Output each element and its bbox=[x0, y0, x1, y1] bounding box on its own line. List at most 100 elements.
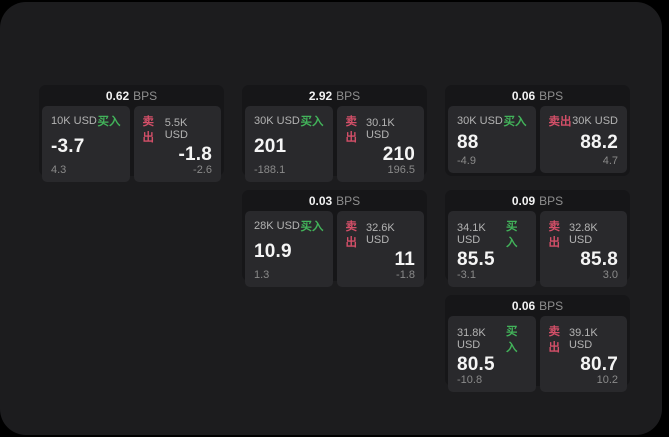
sell-sub-value: 3.0 bbox=[602, 269, 618, 281]
sell-panel-top: 卖出 30K USD bbox=[549, 113, 619, 129]
quote-cards-grid: 0.62 BPS 10K USD 买入 -3.7 4.3 卖出 5.5K USD… bbox=[39, 85, 630, 392]
buy-sub-value: -10.8 bbox=[457, 374, 483, 386]
buy-panel[interactable]: 34.1K USD 买入 85.5 -3.1 bbox=[448, 211, 536, 287]
sell-sub-value: -1.8 bbox=[396, 269, 415, 281]
bps-value: 0.03 bbox=[308, 193, 333, 208]
card-body: 30K USD 买入 201 -188.1 卖出 30.1K USD 210 1… bbox=[245, 106, 424, 182]
sell-price: 210 bbox=[382, 144, 415, 165]
quote-card: 2.92 BPS 30K USD 买入 201 -188.1 卖出 30.1K … bbox=[242, 85, 427, 182]
buy-price: -3.7 bbox=[51, 136, 85, 157]
quote-card: 0.09 BPS 34.1K USD 买入 85.5 -3.1 卖出 32.8K… bbox=[445, 190, 630, 287]
card-body: 30K USD 买入 88 -4.9 卖出 30K USD 88.2 4.7 bbox=[448, 106, 627, 173]
card-header: 2.92 BPS bbox=[245, 85, 424, 106]
buy-sub-value: -188.1 bbox=[254, 164, 286, 176]
buy-amount: 10K USD bbox=[51, 115, 97, 127]
sell-panel[interactable]: 卖出 5.5K USD -1.8 -2.6 bbox=[133, 106, 221, 182]
buy-panel-top: 28K USD 买入 bbox=[254, 218, 324, 234]
sell-price: 85.8 bbox=[580, 249, 618, 270]
bps-value: 0.09 bbox=[511, 193, 536, 208]
sell-amount: 32.6K USD bbox=[365, 222, 395, 246]
sell-sub-value: 196.5 bbox=[387, 164, 415, 176]
sell-panel-top: 卖出 5.5K USD bbox=[143, 113, 213, 145]
sell-panel[interactable]: 卖出 32.8K USD 85.8 3.0 bbox=[539, 211, 627, 287]
buy-panel-top: 30K USD 买入 bbox=[457, 113, 527, 129]
sell-amount: 30K USD bbox=[572, 115, 618, 127]
buy-price: 201 bbox=[254, 136, 287, 157]
buy-amount: 30K USD bbox=[457, 115, 503, 127]
buy-panel[interactable]: 31.8K USD 买入 80.5 -10.8 bbox=[448, 316, 536, 392]
bps-unit-label: BPS bbox=[133, 88, 158, 103]
buy-sub-value: -3.1 bbox=[457, 269, 476, 281]
quote-card: 0.62 BPS 10K USD 买入 -3.7 4.3 卖出 5.5K USD… bbox=[39, 85, 224, 182]
bps-unit-label: BPS bbox=[539, 193, 564, 208]
sell-price: -1.8 bbox=[178, 144, 212, 165]
bps-value: 0.06 bbox=[511, 298, 536, 313]
sell-side-label: 卖出 bbox=[345, 221, 358, 249]
quote-card: 0.03 BPS 28K USD 买入 10.9 1.3 卖出 32.6K US… bbox=[242, 190, 427, 287]
bps-value: 0.62 bbox=[105, 88, 130, 103]
buy-price: 88 bbox=[457, 131, 479, 153]
buy-panel[interactable]: 10K USD 买入 -3.7 4.3 bbox=[42, 106, 130, 182]
bps-value: 2.92 bbox=[308, 88, 333, 103]
sell-amount: 30.1K USD bbox=[365, 117, 395, 141]
sell-price: 88.2 bbox=[580, 131, 618, 153]
sell-sub-value: 10.2 bbox=[596, 374, 618, 386]
buy-sub-value: -4.9 bbox=[457, 155, 476, 167]
buy-amount: 30K USD bbox=[254, 115, 300, 127]
buy-sub-value: 4.3 bbox=[51, 164, 67, 176]
bps-unit-label: BPS bbox=[336, 193, 361, 208]
card-body: 34.1K USD 买入 85.5 -3.1 卖出 32.8K USD 85.8… bbox=[448, 211, 627, 287]
buy-price: 80.5 bbox=[457, 354, 495, 375]
sell-panel-top: 卖出 39.1K USD bbox=[549, 323, 619, 355]
buy-panel-top: 10K USD 买入 bbox=[51, 113, 121, 129]
sell-side-label: 卖出 bbox=[548, 326, 561, 354]
sell-side-label: 卖出 bbox=[345, 116, 358, 144]
card-body: 31.8K USD 买入 80.5 -10.8 卖出 39.1K USD 80.… bbox=[448, 316, 627, 392]
buy-side-label: 买入 bbox=[506, 221, 518, 249]
sell-amount: 5.5K USD bbox=[164, 117, 188, 141]
buy-panel-top: 34.1K USD 买入 bbox=[457, 218, 527, 250]
sell-amount: 32.8K USD bbox=[568, 222, 598, 246]
bps-unit-label: BPS bbox=[539, 298, 564, 313]
card-header: 0.06 BPS bbox=[448, 85, 627, 106]
card-header: 0.62 BPS bbox=[42, 85, 221, 106]
sell-panel-top: 卖出 32.8K USD bbox=[549, 218, 619, 250]
sell-panel[interactable]: 卖出 32.6K USD 11 -1.8 bbox=[336, 211, 424, 287]
buy-amount: 28K USD bbox=[254, 220, 300, 232]
sell-panel[interactable]: 卖出 39.1K USD 80.7 10.2 bbox=[539, 316, 627, 392]
sell-sub-value: 4.7 bbox=[602, 155, 618, 167]
sell-panel-top: 卖出 32.6K USD bbox=[346, 218, 416, 250]
buy-price: 10.9 bbox=[254, 241, 292, 262]
buy-side-label: 买入 bbox=[503, 116, 527, 128]
buy-amount: 31.8K USD bbox=[457, 327, 486, 351]
card-header: 0.06 BPS bbox=[448, 295, 627, 316]
buy-panel[interactable]: 30K USD 买入 88 -4.9 bbox=[448, 106, 536, 173]
quote-card: 0.06 BPS 30K USD 买入 88 -4.9 卖出 30K USD 8… bbox=[445, 85, 630, 176]
sell-price: 80.7 bbox=[580, 354, 618, 375]
bps-value: 0.06 bbox=[511, 88, 536, 103]
card-body: 10K USD 买入 -3.7 4.3 卖出 5.5K USD -1.8 -2.… bbox=[42, 106, 221, 182]
card-header: 0.09 BPS bbox=[448, 190, 627, 211]
buy-panel[interactable]: 30K USD 买入 201 -188.1 bbox=[245, 106, 333, 182]
sell-panel-top: 卖出 30.1K USD bbox=[346, 113, 416, 145]
card-body: 28K USD 买入 10.9 1.3 卖出 32.6K USD 11 -1.8 bbox=[245, 211, 424, 287]
sell-price: 11 bbox=[394, 249, 415, 270]
bps-unit-label: BPS bbox=[336, 88, 361, 103]
sell-panel[interactable]: 卖出 30K USD 88.2 4.7 bbox=[539, 106, 627, 173]
buy-amount: 34.1K USD bbox=[457, 222, 486, 246]
bps-unit-label: BPS bbox=[539, 88, 564, 103]
sell-amount: 39.1K USD bbox=[568, 327, 598, 351]
sell-panel[interactable]: 卖出 30.1K USD 210 196.5 bbox=[336, 106, 424, 182]
buy-side-label: 买入 bbox=[506, 326, 518, 354]
buy-panel-top: 30K USD 买入 bbox=[254, 113, 324, 129]
sell-side-label: 卖出 bbox=[142, 116, 155, 144]
buy-sub-value: 1.3 bbox=[254, 269, 270, 281]
buy-side-label: 买入 bbox=[300, 221, 324, 233]
buy-side-label: 买入 bbox=[97, 116, 121, 128]
buy-side-label: 买入 bbox=[300, 116, 324, 128]
buy-panel[interactable]: 28K USD 买入 10.9 1.3 bbox=[245, 211, 333, 287]
sell-side-label: 卖出 bbox=[548, 221, 561, 249]
buy-panel-top: 31.8K USD 买入 bbox=[457, 323, 527, 355]
quote-card: 0.06 BPS 31.8K USD 买入 80.5 -10.8 卖出 39.1… bbox=[445, 295, 630, 392]
